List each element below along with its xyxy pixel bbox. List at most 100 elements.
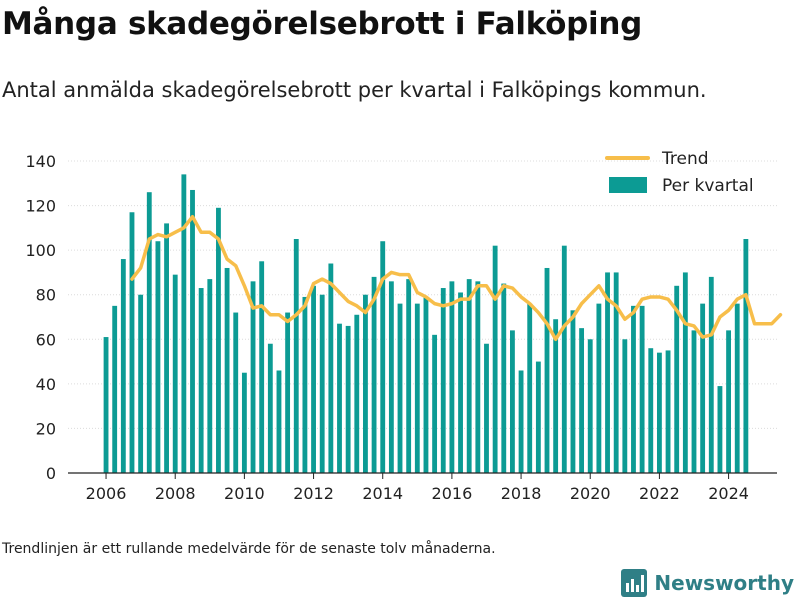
bar xyxy=(648,348,654,473)
chart-title: Många skadegörelsebrott i Falköping xyxy=(2,6,643,42)
bar xyxy=(129,212,135,473)
bar xyxy=(397,303,403,473)
bar xyxy=(605,272,610,473)
bar xyxy=(112,305,118,473)
bar xyxy=(138,294,144,473)
bar xyxy=(527,303,533,473)
brand-logo: Newsworthy xyxy=(621,567,794,599)
y-tick-label: 140 xyxy=(25,152,56,171)
bar xyxy=(674,285,680,473)
bar xyxy=(172,274,178,473)
bar xyxy=(535,361,541,473)
y-tick-label: 80 xyxy=(36,286,56,305)
y-tick-label: 60 xyxy=(36,330,56,349)
bar xyxy=(328,263,334,473)
bar xyxy=(155,241,161,473)
bar xyxy=(432,334,438,473)
bar xyxy=(743,239,749,473)
bar xyxy=(665,350,671,473)
trend-line-layer xyxy=(130,214,783,342)
bar xyxy=(120,259,126,473)
bar xyxy=(726,330,732,473)
bar xyxy=(146,192,152,473)
bar xyxy=(354,314,360,473)
bar xyxy=(250,281,256,473)
x-tick-label: 2010 xyxy=(224,484,265,503)
bar xyxy=(380,241,386,473)
bar xyxy=(587,339,593,473)
chart-subtitle: Antal anmälda skadegörelsebrott per kvar… xyxy=(2,78,707,102)
bar xyxy=(259,261,265,473)
footnote: Trendlinjen är ett rullande medelvärde f… xyxy=(2,541,496,557)
bar xyxy=(337,323,342,473)
legend-trend-label: Trend xyxy=(661,149,709,169)
bar xyxy=(423,296,429,473)
bar xyxy=(345,325,351,473)
bar xyxy=(484,343,489,473)
bar xyxy=(198,288,204,473)
y-tick-label: 20 xyxy=(36,419,56,438)
bar xyxy=(406,279,412,473)
bar xyxy=(285,312,291,473)
x-tick-label: 2022 xyxy=(639,484,680,503)
bar xyxy=(466,279,472,473)
bar xyxy=(458,292,463,473)
bar xyxy=(622,339,628,473)
bar xyxy=(656,352,662,473)
brand-name: Newsworthy xyxy=(654,571,794,595)
quarterly-chart: 0 20 40 60 80 100 120 140 2006 2008 2010 2012 2014 20… xyxy=(25,149,783,503)
bar xyxy=(682,272,688,473)
x-tick-label: 2020 xyxy=(570,484,611,503)
bar xyxy=(164,223,169,473)
bar xyxy=(311,285,316,473)
bar xyxy=(475,281,481,473)
bar xyxy=(302,296,308,473)
bar xyxy=(449,281,455,473)
axes: 0 20 40 60 80 100 120 140 2006 2008 2010 2012 2014 20… xyxy=(25,152,777,503)
bar xyxy=(207,279,213,473)
x-tick-label: 2024 xyxy=(708,484,749,503)
bar xyxy=(363,294,368,473)
bar xyxy=(319,294,325,473)
bar xyxy=(734,303,740,473)
bar xyxy=(181,174,187,473)
x-tick-label: 2018 xyxy=(501,484,542,503)
bar xyxy=(708,276,714,473)
bar xyxy=(414,303,420,473)
bar xyxy=(190,189,195,473)
x-tick-label: 2014 xyxy=(362,484,403,503)
bar xyxy=(224,267,230,473)
y-tick-label: 100 xyxy=(25,241,56,260)
bar xyxy=(241,372,247,473)
bar xyxy=(631,305,636,473)
bar xyxy=(103,337,109,473)
bar xyxy=(388,281,394,473)
bar xyxy=(276,370,282,473)
bar xyxy=(544,267,550,473)
bar xyxy=(639,305,645,473)
bar xyxy=(613,272,619,473)
bar xyxy=(561,245,567,473)
x-tick-label: 2008 xyxy=(155,484,196,503)
bar xyxy=(216,207,221,474)
bar xyxy=(717,386,723,473)
bar xyxy=(518,370,524,473)
bar xyxy=(596,303,602,473)
legend-bar-swatch xyxy=(609,177,647,193)
bar xyxy=(371,276,377,473)
bar xyxy=(267,343,273,473)
bar xyxy=(233,312,239,473)
x-tick-label: 2012 xyxy=(293,484,334,503)
bar xyxy=(501,283,507,473)
bar xyxy=(510,330,515,473)
trend-line xyxy=(130,214,783,342)
bar xyxy=(440,288,446,473)
legend: Trend Per kvartal xyxy=(605,149,754,196)
bars xyxy=(103,174,749,474)
y-tick-label: 40 xyxy=(36,375,56,394)
x-tick-label: 2006 xyxy=(86,484,127,503)
x-tick-label: 2016 xyxy=(432,484,473,503)
legend-bar-label: Per kvartal xyxy=(662,176,754,196)
y-tick-label: 120 xyxy=(25,197,56,216)
bar xyxy=(570,310,576,473)
